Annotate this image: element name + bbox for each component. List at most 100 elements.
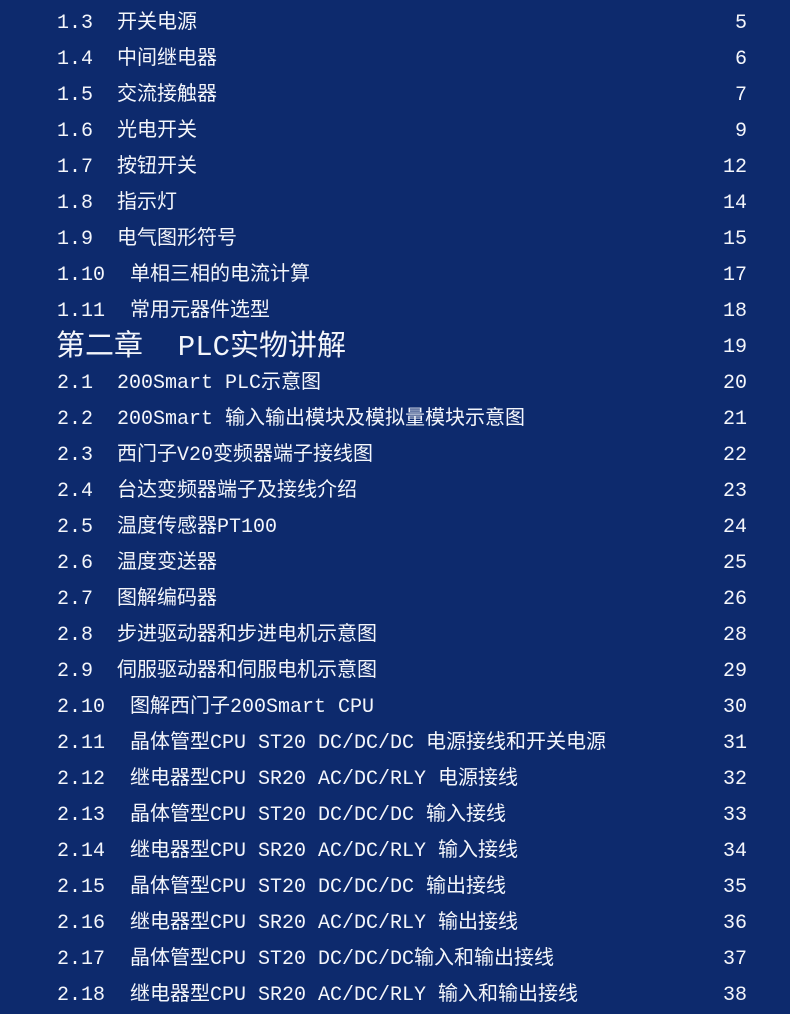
toc-entry-page: 25 (722, 552, 747, 575)
toc-entry[interactable]: 2.8 步进驱动器和步进电机示意图 28 (0, 618, 790, 654)
toc-entry[interactable]: 2.14 继电器型CPU SR20 AC/DC/RLY 输入接线 34 (0, 834, 790, 870)
toc-entry-page: 34 (722, 840, 747, 863)
toc-entry-page: 20 (722, 372, 747, 395)
toc-entry[interactable]: 2.17 晶体管型CPU ST20 DC/DC/DC输入和输出接线 37 (0, 942, 790, 978)
toc-entry[interactable]: 2.10 图解西门子200Smart CPU 30 (0, 690, 790, 726)
toc-entry-page: 33 (722, 804, 747, 827)
toc-entry-page: 24 (722, 516, 747, 539)
toc-entry-title: 温度变送器 (117, 552, 217, 575)
toc-entry-page: 35 (722, 876, 747, 899)
toc-entry[interactable]: 2.13 晶体管型CPU ST20 DC/DC/DC 输入接线 33 (0, 798, 790, 834)
toc-entry[interactable]: 2.9 伺服驱动器和伺服电机示意图 29 (0, 654, 790, 690)
toc-entry-number: 1.3 (57, 12, 94, 35)
toc-entry[interactable]: 2.18 继电器型CPU SR20 AC/DC/RLY 输入和输出接线 38 (0, 978, 790, 1014)
toc-entry-page: 19 (722, 336, 747, 359)
toc-entry-number: 2.10 (57, 696, 106, 719)
toc-entry[interactable]: 2.11 晶体管型CPU ST20 DC/DC/DC 电源接线和开关电源 31 (0, 726, 790, 762)
toc-entry-page: 7 (734, 84, 747, 107)
toc-entry-page: 36 (722, 912, 747, 935)
toc-entry-title: 继电器型CPU SR20 AC/DC/RLY 输入接线 (130, 840, 519, 863)
toc-entry[interactable]: 1.9 电气图形符号 15 (0, 222, 790, 258)
toc-entry-title: 晶体管型CPU ST20 DC/DC/DC 输出接线 (130, 876, 507, 899)
toc-entry-page: 32 (722, 768, 747, 791)
toc-entry-page: 29 (722, 660, 747, 683)
toc-entry-number: 1.10 (57, 264, 106, 287)
toc-entry[interactable]: 2.3 西门子V20变频器端子接线图 22 (0, 438, 790, 474)
toc-entry-title: 中间继电器 (117, 48, 217, 71)
toc-entry-page: 9 (734, 120, 747, 143)
toc-entry-title: 温度传感器PT100 (117, 516, 278, 539)
toc-entry-page: 28 (722, 624, 747, 647)
toc-entry-page: 31 (722, 732, 747, 755)
toc-entry-number: 2.5 (57, 516, 94, 539)
toc-entry-title: 晶体管型CPU ST20 DC/DC/DC 电源接线和开关电源 (130, 732, 607, 755)
toc-entry-title: 西门子V20变频器端子接线图 (117, 444, 374, 467)
toc-entry-title: 指示灯 (117, 192, 177, 215)
toc-entry-number: 1.8 (57, 192, 94, 215)
toc-entry[interactable]: 1.4 中间继电器 6 (0, 42, 790, 78)
toc-entry-number: 2.8 (57, 624, 94, 647)
toc-entry-title: 交流接触器 (117, 84, 217, 107)
toc-entry[interactable]: 2.12 继电器型CPU SR20 AC/DC/RLY 电源接线 32 (0, 762, 790, 798)
toc-entry-title: 图解编码器 (117, 588, 217, 611)
toc-entry[interactable]: 1.5 交流接触器 7 (0, 78, 790, 114)
toc-entry-number: 2.11 (57, 732, 106, 755)
toc-entry-title: 台达变频器端子及接线介绍 (117, 480, 357, 503)
toc-entry-title: 200Smart 输入输出模块及模拟量模块示意图 (117, 408, 526, 431)
toc-entry[interactable]: 2.1 200Smart PLC示意图 20 (0, 366, 790, 402)
toc-entry[interactable]: 2.15 晶体管型CPU ST20 DC/DC/DC 输出接线 35 (0, 870, 790, 906)
toc-entry[interactable]: 2.6 温度变送器 25 (0, 546, 790, 582)
toc-entry-number: 2.15 (57, 876, 106, 899)
toc-entry-number: 2.1 (57, 372, 94, 395)
toc-entry-title: 晶体管型CPU ST20 DC/DC/DC输入和输出接线 (130, 948, 555, 971)
toc-entry-number: 2.14 (57, 840, 106, 863)
toc-entry-title: 200Smart PLC示意图 (117, 372, 322, 395)
toc-entry-title: 继电器型CPU SR20 AC/DC/RLY 输出接线 (130, 912, 519, 935)
toc-entry-number: 2.3 (57, 444, 94, 467)
toc-entry-page: 18 (722, 300, 747, 323)
toc-entry[interactable]: 2.5 温度传感器PT100 24 (0, 510, 790, 546)
toc-entry[interactable]: 2.2 200Smart 输入输出模块及模拟量模块示意图 21 (0, 402, 790, 438)
toc-entry-number: 2.6 (57, 552, 94, 575)
toc-entry-number: 2.4 (57, 480, 94, 503)
toc-entry-number: 1.6 (57, 120, 94, 143)
toc-entry-number: 1.7 (57, 156, 94, 179)
toc-entry-page: 23 (722, 480, 747, 503)
toc-entry-number: 2.2 (57, 408, 94, 431)
toc-entry[interactable]: 1.11 常用元器件选型 18 (0, 294, 790, 330)
toc-entry-title: 光电开关 (117, 120, 197, 143)
toc-entry-title: 常用元器件选型 (130, 300, 270, 323)
toc-entry-page: 22 (722, 444, 747, 467)
toc-entry-page: 38 (722, 984, 747, 1007)
toc-entry-page: 15 (722, 228, 747, 251)
toc-entry-page: 26 (722, 588, 747, 611)
toc-entry-page: 17 (722, 264, 747, 287)
toc-entry-title: 晶体管型CPU ST20 DC/DC/DC 输入接线 (130, 804, 507, 827)
toc-entry-number: 第二章 PLC实物讲解 (56, 331, 347, 364)
toc-chapter-heading[interactable]: 第二章 PLC实物讲解 19 (0, 330, 790, 366)
toc-entry[interactable]: 1.7 按钮开关 12 (0, 150, 790, 186)
toc-entry-number: 2.16 (57, 912, 106, 935)
toc-entry[interactable]: 1.6 光电开关 9 (0, 114, 790, 150)
toc-entry[interactable]: 2.4 台达变频器端子及接线介绍 23 (0, 474, 790, 510)
toc-entry-number: 2.13 (57, 804, 106, 827)
toc-entry-title: 继电器型CPU SR20 AC/DC/RLY 电源接线 (130, 768, 519, 791)
toc-entry-page: 30 (722, 696, 747, 719)
toc-entry[interactable]: 2.16 继电器型CPU SR20 AC/DC/RLY 输出接线 36 (0, 906, 790, 942)
toc-entry-title: 图解西门子200Smart CPU (130, 696, 375, 719)
toc-entry[interactable]: 2.7 图解编码器 26 (0, 582, 790, 618)
toc-entry-page: 21 (722, 408, 747, 431)
toc-entry-page: 5 (734, 12, 747, 35)
toc-entry[interactable]: 1.8 指示灯 14 (0, 186, 790, 222)
toc-entry[interactable]: 1.10 单相三相的电流计算 17 (0, 258, 790, 294)
toc-entry-number: 2.9 (57, 660, 94, 683)
toc-entry-number: 2.18 (57, 984, 106, 1007)
toc-entry[interactable]: 1.3 开关电源 5 (0, 6, 790, 42)
toc-entry-title: 电气图形符号 (117, 228, 237, 251)
toc-entry-title: 按钮开关 (117, 156, 197, 179)
toc-entry-number: 2.7 (57, 588, 94, 611)
toc-entry-title: 开关电源 (117, 12, 197, 35)
toc-entry-page: 14 (722, 192, 747, 215)
toc-entry-page: 6 (734, 48, 747, 71)
toc-entry-number: 2.12 (57, 768, 106, 791)
